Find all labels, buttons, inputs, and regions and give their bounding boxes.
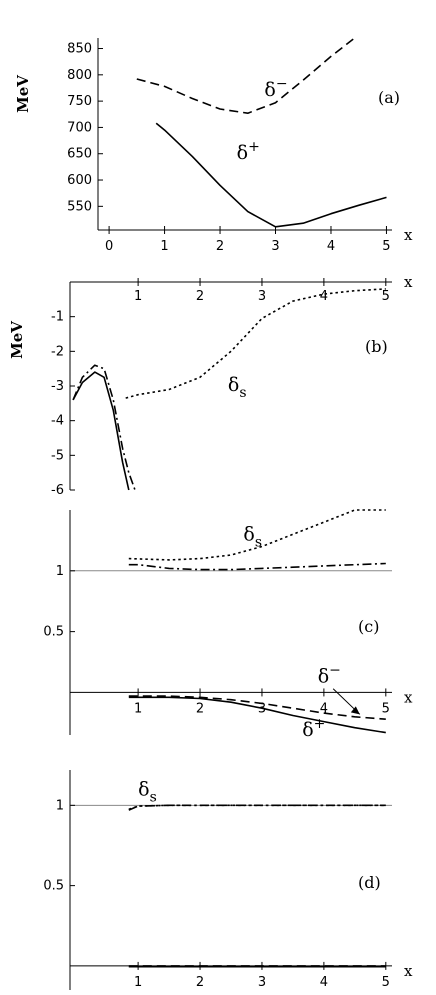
y-tick-label: 550 (67, 199, 92, 214)
y-tick-label: 1 (56, 798, 64, 813)
y-axis-label: MeV (8, 321, 26, 359)
x-tick-label: 4 (320, 289, 328, 304)
curve-label-0: δs (243, 523, 262, 550)
y-tick-label: 1 (56, 564, 64, 579)
curve-label-1: δ+ (237, 139, 260, 164)
x-axis-label: x (404, 688, 413, 706)
x-axis-label: x (404, 226, 413, 244)
y-tick-label: 750 (67, 94, 92, 109)
y-tick-label: -2 (51, 344, 64, 359)
y-axis-label: MeV (14, 75, 32, 113)
x-tick-label: 5 (382, 975, 390, 990)
y-tick-label: -4 (51, 414, 64, 429)
panel-label: (d) (358, 873, 381, 892)
x-tick-label: 5 (382, 289, 390, 304)
x-tick-label: 2 (196, 975, 204, 990)
y-tick-label: 850 (67, 42, 92, 57)
y-tick-label: -5 (51, 448, 64, 463)
panel-label: (c) (358, 617, 379, 636)
annotation-arrowhead (350, 706, 360, 715)
panel-label: (a) (378, 88, 400, 107)
series-line-3 (128, 696, 386, 734)
y-tick-label: 0.5 (43, 879, 64, 894)
x-tick-label: 0 (105, 239, 113, 254)
series-line-1 (72, 364, 136, 491)
x-tick-label: 1 (134, 289, 142, 304)
series-line-1 (128, 804, 386, 811)
x-tick-label: 1 (134, 975, 142, 990)
x-tick-label: 5 (382, 701, 390, 716)
y-tick-label: 600 (67, 173, 92, 188)
x-tick-label: 3 (258, 289, 266, 304)
x-tick-label: 4 (327, 239, 335, 254)
x-tick-label: 2 (196, 701, 204, 716)
series-line-1 (155, 122, 387, 228)
panel-b: 1 2 3 4 5x -1 -2 -3 -4 -5 -6 MeV δs (b) (8, 273, 413, 498)
curve-label-0: δs (228, 374, 247, 401)
x-tick-label: 5 (382, 239, 390, 254)
curve-label-0: δ− (264, 76, 287, 101)
curve-label-1: δ− (318, 663, 341, 688)
x-tick-label: 2 (216, 239, 224, 254)
series-line-0 (125, 288, 386, 399)
series-line-2 (128, 695, 386, 720)
series-line-2 (72, 371, 130, 491)
y-tick-label: 0.5 (43, 625, 64, 640)
x-tick-label: 1 (160, 239, 168, 254)
panel-label: (b) (365, 337, 388, 356)
curve-label-0: δs (138, 779, 157, 806)
y-tick-label: 650 (67, 147, 92, 162)
x-tick-label: 2 (196, 289, 204, 304)
y-tick-label: -3 (51, 379, 64, 394)
y-tick-label: 800 (67, 68, 92, 83)
x-tick-label: 4 (320, 701, 328, 716)
panel-a: 0 1 2 3 4 5x 550 600 650 700 750 800 850 MeV δ− δ+ (a) (14, 38, 413, 254)
curve-label-2: δ+ (302, 716, 325, 741)
x-tick-label: 1 (134, 701, 142, 716)
x-axis-label: x (404, 273, 413, 291)
series-line-1 (128, 562, 386, 571)
y-tick-label: 700 (67, 120, 92, 135)
x-tick-label: 3 (271, 239, 279, 254)
panel-d: 1 2 3 4 5x 0.5 1 δs (d) (43, 770, 413, 990)
series-line-0 (128, 509, 386, 561)
x-tick-label: 3 (258, 975, 266, 990)
y-tick-label: -1 (51, 310, 64, 325)
series-line-0 (136, 38, 354, 114)
y-tick-label: -6 (51, 483, 64, 498)
x-tick-label: 4 (320, 975, 328, 990)
x-axis-label: x (404, 962, 413, 980)
